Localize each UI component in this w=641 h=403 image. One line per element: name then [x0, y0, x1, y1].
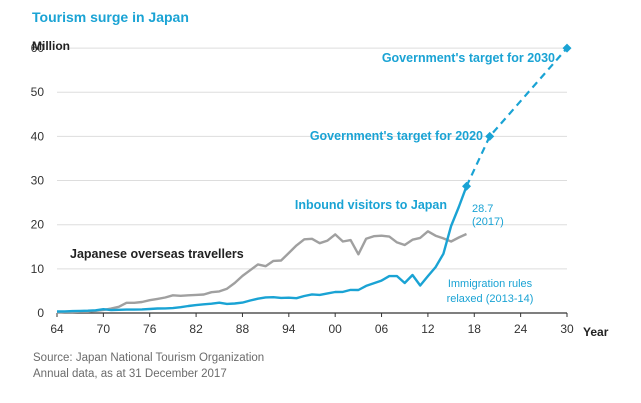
x-axis-title: Year [583, 325, 609, 339]
x-tick-label: 30 [560, 322, 574, 336]
series-lines [56, 47, 568, 314]
x-tick-label: 76 [143, 322, 157, 336]
y-axis: 0 10 20 30 40 50 60 [31, 41, 45, 320]
annotation-overseas-travellers: Japanese overseas travellers [70, 247, 244, 261]
series-line-inbound-visitors [56, 185, 468, 313]
y-tick-label: 40 [31, 129, 45, 143]
x-tick-label: 94 [282, 322, 296, 336]
annotation-target-2030: Government's target for 2030 [382, 51, 555, 65]
y-tick-label: 60 [31, 41, 45, 55]
x-tick-label: 64 [50, 322, 64, 336]
data-point-marker [562, 43, 572, 53]
y-tick-label: 50 [31, 85, 45, 99]
x-tick-label: 24 [514, 322, 528, 336]
annotation-immigration-rules-1: Immigration rules [448, 278, 533, 290]
y-tick-label: 10 [31, 262, 45, 276]
annotations: Government's target for 2030 Government'… [70, 51, 555, 305]
data-point-marker [485, 131, 495, 141]
x-axis: 64 70 76 82 88 94 00 06 12 18 24 30 [50, 313, 574, 336]
source-note: Source: Japan National Tourism Organizat… [33, 350, 264, 382]
data-point-marker [462, 181, 472, 191]
annotation-inbound-visitors: Inbound visitors to Japan [295, 198, 447, 212]
x-tick-label: 12 [421, 322, 435, 336]
annotation-target-2020: Government's target for 2020 [310, 129, 483, 143]
series-line-overseas-travellers [56, 230, 467, 314]
source-line: Annual data, as at 31 December 2017 [33, 368, 227, 380]
x-tick-label: 88 [236, 322, 250, 336]
y-tick-label: 0 [37, 306, 44, 320]
y-tick-label: 20 [31, 218, 45, 232]
x-tick-label: 06 [375, 322, 389, 336]
annotation-immigration-rules-2: relaxed (2013-14) [447, 293, 534, 305]
target-markers [462, 43, 572, 191]
x-tick-label: 00 [329, 322, 343, 336]
annotation-year-2017: (2017) [472, 216, 504, 228]
x-tick-label: 18 [468, 322, 482, 336]
annotation-value-2017: 28.7 [472, 203, 493, 215]
y-tick-label: 30 [31, 174, 45, 188]
x-tick-label: 82 [189, 322, 203, 336]
chart-title: Tourism surge in Japan [32, 9, 189, 25]
source-line: Source: Japan National Tourism Organizat… [33, 352, 265, 364]
y-axis-title: Million [32, 39, 70, 53]
series-line-government-targets [465, 47, 568, 187]
x-tick-label: 70 [97, 322, 111, 336]
gridlines [57, 47, 567, 314]
